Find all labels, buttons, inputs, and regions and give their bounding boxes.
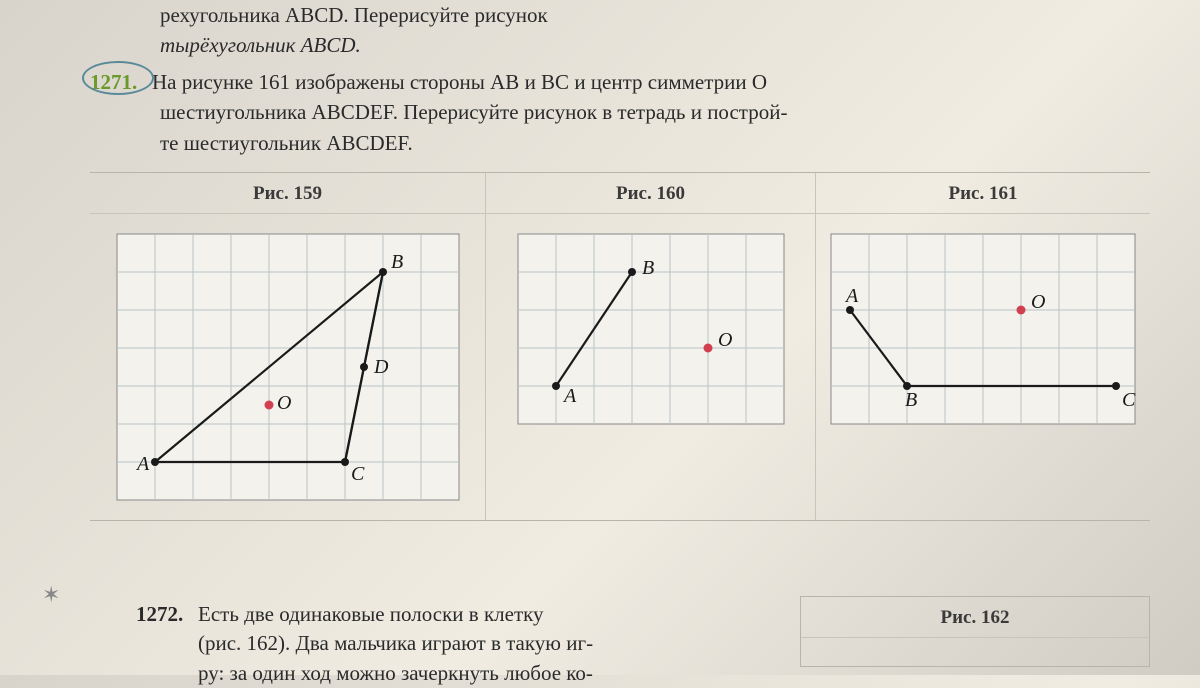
- svg-text:C: C: [351, 463, 365, 485]
- intro-line2: тырёхугольник ABCD.: [160, 30, 1150, 60]
- p1271-line2: шестиугольника ABCDEF. Перерисуйте рисун…: [160, 97, 1150, 127]
- svg-text:A: A: [844, 285, 859, 307]
- fig160-title: Рис. 160: [486, 173, 815, 214]
- svg-text:B: B: [642, 257, 654, 279]
- p1271-line1: На рисунке 161 изображены стороны AB и B…: [152, 70, 767, 94]
- fig159-svg: A B C D O: [111, 228, 465, 506]
- svg-text:A: A: [135, 453, 150, 475]
- problem-1271: 1271. На рисунке 161 изображены стороны …: [90, 67, 1150, 158]
- problem-number-1271: 1271.: [90, 67, 152, 97]
- svg-text:B: B: [905, 389, 917, 411]
- svg-text:B: B: [391, 251, 403, 273]
- figures-row: Рис. 159 A B C D O Рис. 160 A B O Рис. 161 A B C…: [90, 172, 1150, 521]
- star-icon: ✶: [42, 582, 60, 608]
- p1271-line3: те шестиугольник ABCDEF.: [160, 128, 1150, 158]
- svg-text:O: O: [718, 329, 732, 351]
- figure-160-panel: Рис. 160 A B O: [486, 173, 816, 520]
- svg-text:C: C: [1122, 389, 1136, 411]
- intro-line1: рехугольника ABCD. Перерисуйте рисунок: [160, 0, 1150, 30]
- svg-text:O: O: [1031, 291, 1045, 313]
- figure-162-panel: Рис. 162: [800, 596, 1150, 667]
- svg-text:D: D: [373, 356, 389, 378]
- fig161-svg: A B C O: [825, 228, 1141, 430]
- p1272-line1: Есть две одинаковые полоски в клетку: [198, 602, 544, 626]
- problem-number-1272: 1272.: [136, 600, 198, 629]
- fig159-title: Рис. 159: [90, 173, 485, 214]
- p1272-line2: (рис. 162). Два мальчика играют в такую …: [198, 631, 593, 655]
- svg-text:O: O: [277, 392, 291, 414]
- fig162-title: Рис. 162: [801, 597, 1149, 638]
- fig161-title: Рис. 161: [816, 173, 1150, 214]
- figure-161-panel: Рис. 161 A B C O: [816, 173, 1150, 520]
- svg-text:A: A: [562, 385, 577, 407]
- figure-159-panel: Рис. 159 A B C D O: [90, 173, 486, 520]
- p1272-line3: ру: за один ход можно зачеркнуть любое к…: [198, 661, 593, 685]
- fig160-svg: A B O: [512, 228, 790, 430]
